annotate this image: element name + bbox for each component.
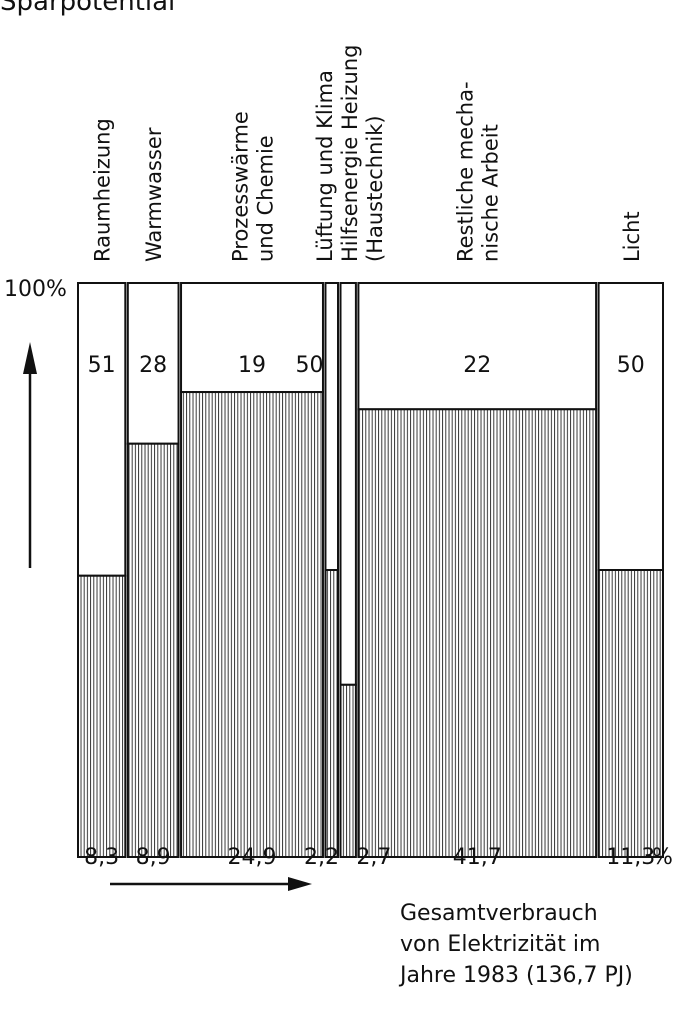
footer-caption: Gesamtverbrauch von Elektrizität im Jahr… [400, 898, 681, 991]
footer-line-2: von Elektrizität im [400, 932, 601, 957]
bar-remaining-3 [324, 569, 340, 858]
savings-label-5: 22 [463, 353, 491, 378]
savings-label-3: 50 [295, 353, 323, 378]
category-label-5-line-0: Restliche mecha- [454, 81, 478, 262]
share-label-4: 2,7 [356, 845, 391, 870]
share-label-0: 8,3 [84, 845, 119, 870]
savings-label-2: 19 [238, 353, 266, 378]
y-direction-arrow [23, 342, 37, 568]
bar-remaining-1 [126, 442, 180, 858]
share-label-3: 2,2 [304, 845, 339, 870]
bar-savings-5 [357, 282, 598, 411]
bar-savings-6 [597, 282, 665, 571]
category-label-1-line-0: Warmwasser [142, 127, 166, 262]
savings-label-6: 50 [617, 353, 645, 378]
share-label-2: 24,9 [228, 845, 277, 870]
bar-remaining-6 [597, 569, 665, 858]
y-axis-top-label: 100% [4, 277, 67, 302]
bar-remaining-0 [77, 574, 127, 858]
bar-remaining-5 [357, 408, 598, 858]
bars-layer: 51281950702250 [77, 282, 665, 858]
bar-savings-3 [324, 282, 340, 571]
category-label-2-line-1: und Chemie [254, 135, 278, 262]
footer-line-3: Jahre 1983 (136,7 PJ) [400, 963, 633, 988]
footer-line-1: Gesamtverbrauch [400, 901, 598, 926]
share-label-6: 11,3 [606, 845, 655, 870]
bar-savings-4 [339, 282, 357, 686]
category-label-2-line-0: Prozesswärme [229, 111, 253, 262]
share-label-1: 8,9 [136, 845, 171, 870]
bar-savings-2 [180, 282, 324, 394]
category-labels-layer: Raumheizung Warmwasser Prozesswärme und Che… [91, 45, 644, 263]
x-direction-arrow [110, 877, 312, 891]
category-label-4-line-1: (Haustechnik) [363, 115, 387, 262]
category-label-0-line-0: Raumheizung [91, 118, 115, 262]
savings-label-1: 28 [139, 353, 167, 378]
category-label-6-line-0: Licht [620, 211, 644, 262]
share-label-5: 41,7 [453, 845, 502, 870]
share-labels-layer: 8,3 8,9 24,9 2,2 2,7 41,7 11,3 [84, 845, 655, 870]
bar-remaining-2 [180, 391, 324, 858]
category-label-4-line-0: Hilfsenergie Heizung [338, 45, 362, 263]
category-label-5-line-1: nische Arbeit [479, 124, 503, 262]
chart-title: Sparpotential [0, 0, 175, 17]
category-label-3-line-0: Lüftung und Klima [313, 70, 337, 262]
bar-savings-0 [77, 282, 127, 577]
savings-label-0: 51 [88, 353, 116, 378]
bar-remaining-4 [339, 683, 357, 858]
bar-savings-1 [126, 282, 180, 445]
x-unit-label: % [652, 845, 673, 870]
